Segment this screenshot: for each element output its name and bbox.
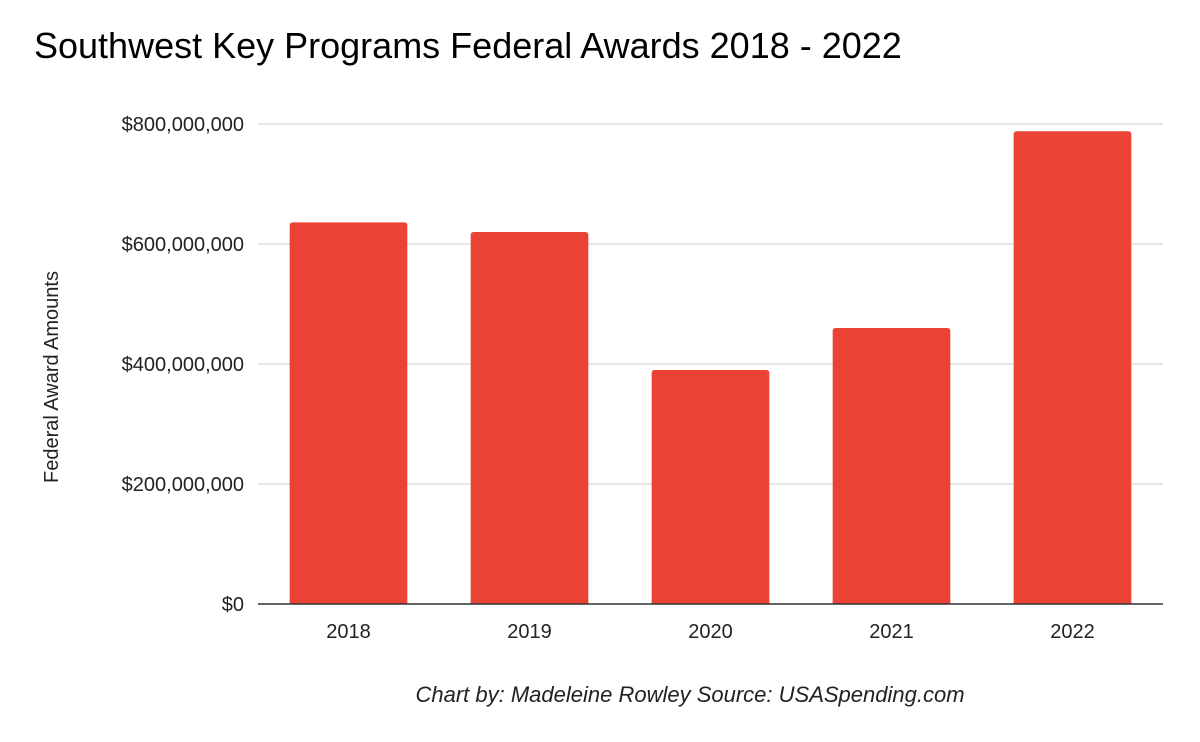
bars xyxy=(289,131,1132,604)
bar-2020 xyxy=(651,370,770,604)
y-tick-label: $0 xyxy=(222,594,244,616)
x-tick-label: 2018 xyxy=(326,621,371,643)
chart-caption: Chart by: Madeleine Rowley Source: USASp… xyxy=(415,682,964,707)
y-tick-label: $400,000,000 xyxy=(122,354,244,376)
y-axis-tick-labels: $0 $200,000,000 $400,000,000 $600,000,000 $8… xyxy=(122,114,244,616)
y-tick-label: $600,000,000 xyxy=(122,234,244,256)
bar-2018 xyxy=(289,222,408,604)
y-tick-label: $200,000,000 xyxy=(122,474,244,496)
x-tick-label: 2019 xyxy=(507,621,552,643)
x-axis-tick-labels: 2018 2019 2020 2021 2022 xyxy=(326,621,1095,643)
y-axis-title: Federal Award Amounts xyxy=(41,271,63,483)
bar-2019 xyxy=(470,232,589,604)
x-tick-label: 2020 xyxy=(688,621,733,643)
chart-title: Southwest Key Programs Federal Awards 20… xyxy=(34,25,902,66)
x-tick-label: 2021 xyxy=(869,621,914,643)
bar-2022 xyxy=(1013,131,1132,604)
x-tick-label: 2022 xyxy=(1050,621,1095,643)
y-tick-label: $800,000,000 xyxy=(122,114,244,136)
bar-2021 xyxy=(832,328,951,604)
